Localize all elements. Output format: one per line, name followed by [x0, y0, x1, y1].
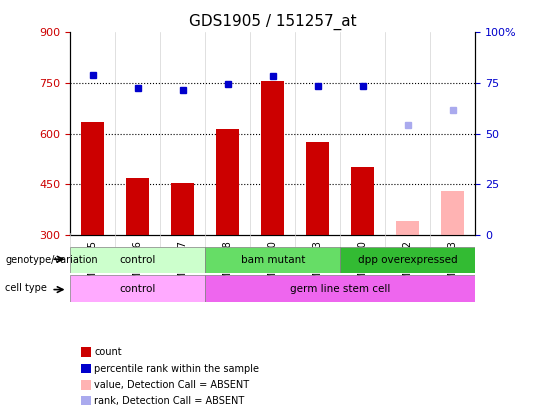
Bar: [261, 81, 284, 235]
Text: rank, Detection Call = ABSENT: rank, Detection Call = ABSENT: [94, 396, 245, 405]
Text: control: control: [119, 284, 156, 294]
Text: count: count: [94, 347, 122, 357]
Bar: [70, 275, 205, 302]
Bar: [205, 247, 340, 273]
Text: germ line stem cell: germ line stem cell: [290, 284, 390, 294]
Text: genotype/variation: genotype/variation: [5, 255, 98, 265]
Bar: [172, 183, 194, 235]
Text: control: control: [119, 255, 156, 265]
Bar: [442, 191, 464, 235]
Bar: [205, 275, 475, 302]
Bar: [340, 247, 475, 273]
Bar: [126, 177, 149, 235]
Bar: [307, 142, 329, 235]
Bar: [352, 167, 374, 235]
Text: dpp overexpressed: dpp overexpressed: [358, 255, 457, 265]
Text: percentile rank within the sample: percentile rank within the sample: [94, 364, 260, 373]
Bar: [217, 129, 239, 235]
Bar: [70, 247, 205, 273]
Text: bam mutant: bam mutant: [240, 255, 305, 265]
Text: cell type: cell type: [5, 284, 48, 293]
Text: value, Detection Call = ABSENT: value, Detection Call = ABSENT: [94, 380, 249, 390]
Bar: [396, 222, 419, 235]
Title: GDS1905 / 151257_at: GDS1905 / 151257_at: [189, 13, 356, 30]
Bar: [82, 122, 104, 235]
